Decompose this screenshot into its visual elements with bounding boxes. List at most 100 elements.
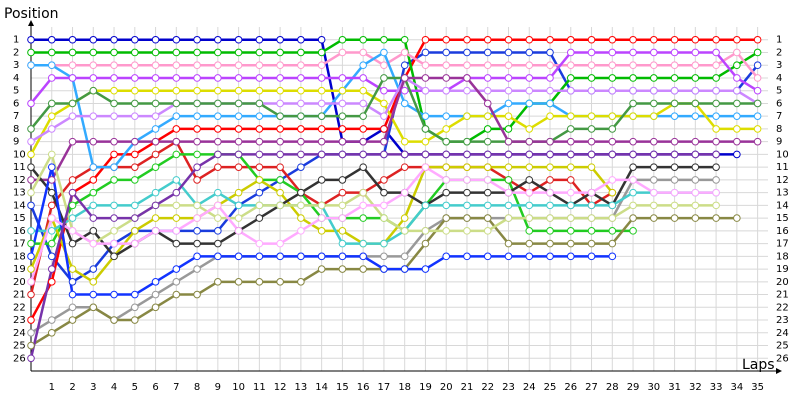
series-line (29, 153, 717, 359)
marker (608, 86, 617, 95)
marker (629, 99, 637, 108)
marker (151, 278, 160, 286)
marker (297, 150, 305, 159)
marker (546, 239, 554, 248)
marker (587, 227, 596, 235)
marker (276, 201, 284, 210)
marker (546, 227, 554, 235)
marker (68, 61, 77, 70)
y-tick-label: 25 (13, 341, 26, 352)
marker (27, 188, 35, 197)
marker (276, 176, 284, 184)
marker (214, 112, 222, 120)
marker (587, 112, 596, 120)
marker (670, 176, 679, 184)
marker (47, 201, 56, 210)
marker (317, 125, 326, 133)
y-tick-label: 24 (13, 328, 26, 339)
marker (193, 201, 201, 210)
marker (483, 48, 492, 57)
marker (68, 74, 77, 82)
marker (733, 125, 741, 133)
marker (172, 48, 181, 57)
marker (110, 86, 118, 95)
marker (608, 214, 617, 222)
marker (483, 214, 492, 222)
marker (255, 188, 264, 197)
marker (629, 176, 637, 184)
marker (68, 316, 77, 324)
marker (691, 74, 700, 82)
marker (234, 125, 243, 133)
marker (400, 35, 409, 44)
marker (587, 214, 596, 222)
marker (566, 35, 575, 44)
marker (483, 227, 492, 235)
marker (27, 137, 35, 146)
marker (193, 252, 201, 261)
marker (629, 35, 637, 44)
series-line (31, 178, 717, 245)
marker (27, 239, 35, 248)
marker (650, 188, 658, 197)
y-tick-label: 7 (13, 111, 19, 122)
marker (89, 112, 98, 120)
marker (442, 35, 451, 44)
marker (587, 201, 596, 210)
x-tick-label: 31 (668, 382, 681, 393)
marker (47, 48, 56, 57)
y-tick-label-right: 4 (776, 73, 782, 84)
marker (463, 163, 471, 171)
marker (214, 86, 222, 95)
y-tick-label-right: 3 (776, 60, 782, 71)
marker (359, 137, 367, 146)
marker (608, 239, 617, 248)
x-tick-label: 23 (502, 382, 515, 393)
marker (27, 150, 35, 159)
marker (151, 137, 160, 146)
marker (214, 163, 222, 171)
marker (712, 201, 720, 210)
marker (629, 214, 637, 222)
marker (359, 214, 367, 222)
y-tick-label-right: 18 (776, 251, 789, 262)
marker (753, 35, 762, 44)
marker (47, 150, 56, 159)
marker (421, 86, 430, 95)
marker (712, 48, 720, 57)
marker (753, 99, 762, 108)
marker (463, 61, 471, 70)
marker (255, 61, 264, 70)
marker (546, 99, 554, 108)
marker (400, 252, 409, 261)
marker (151, 86, 160, 95)
marker (255, 201, 264, 210)
marker (89, 214, 98, 222)
marker (47, 188, 56, 197)
marker (691, 176, 700, 184)
marker (733, 86, 741, 95)
marker (255, 176, 264, 184)
marker (131, 35, 139, 44)
marker (68, 112, 77, 120)
x-tick-label: 15 (336, 382, 349, 393)
marker (463, 227, 471, 235)
marker (566, 48, 575, 57)
marker (68, 214, 77, 222)
marker (504, 214, 513, 222)
marker (110, 252, 118, 261)
marker (670, 61, 679, 70)
marker (68, 239, 77, 248)
marker (483, 252, 492, 261)
marker (27, 316, 35, 324)
marker (68, 303, 77, 312)
marker (400, 227, 409, 235)
x-tick-label: 35 (751, 382, 764, 393)
marker (504, 137, 513, 146)
marker (691, 188, 700, 197)
x-tick-label: 4 (111, 382, 117, 393)
marker (421, 239, 430, 248)
marker (214, 188, 222, 197)
marker (650, 99, 658, 108)
marker (608, 48, 617, 57)
